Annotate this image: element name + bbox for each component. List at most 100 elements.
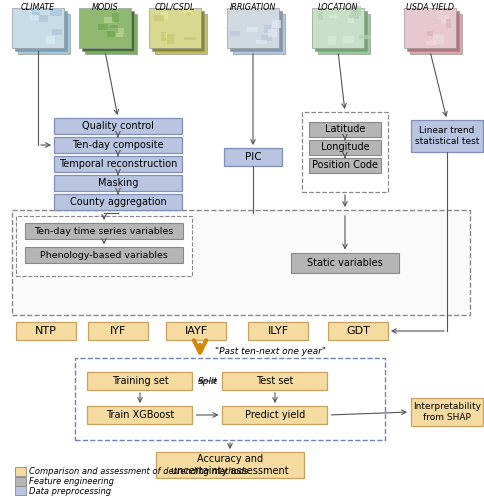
Text: Phenology-based variables: Phenology-based variables bbox=[40, 250, 167, 260]
Text: Train XGBoost: Train XGBoost bbox=[106, 410, 174, 420]
Bar bbox=[231, 33, 241, 36]
Text: Ten-day composite: Ten-day composite bbox=[72, 140, 164, 150]
Bar bbox=[85, 14, 136, 54]
Bar bbox=[308, 140, 380, 155]
Bar bbox=[50, 8, 61, 16]
Bar bbox=[84, 12, 92, 20]
Bar bbox=[161, 12, 167, 18]
Bar bbox=[437, 10, 441, 19]
Bar bbox=[318, 12, 323, 20]
Bar bbox=[247, 322, 307, 340]
Bar bbox=[439, 32, 445, 38]
Bar bbox=[224, 148, 281, 166]
Text: CLIMATE: CLIMATE bbox=[21, 3, 55, 12]
Bar bbox=[110, 25, 117, 28]
Bar bbox=[425, 41, 437, 44]
Text: USDA YIELD: USDA YIELD bbox=[405, 3, 453, 12]
Bar bbox=[227, 8, 278, 48]
Bar bbox=[15, 467, 26, 476]
Text: Feature engineering: Feature engineering bbox=[29, 478, 114, 486]
Bar bbox=[160, 33, 166, 38]
Bar bbox=[40, 38, 49, 46]
Bar bbox=[46, 36, 55, 44]
Bar bbox=[186, 12, 191, 16]
Bar bbox=[52, 29, 61, 34]
Bar bbox=[12, 210, 469, 315]
Bar bbox=[311, 8, 363, 48]
Bar bbox=[38, 24, 44, 32]
Bar bbox=[115, 33, 126, 38]
Bar bbox=[232, 14, 285, 54]
Bar bbox=[166, 322, 226, 340]
Bar bbox=[167, 34, 174, 44]
Bar bbox=[263, 25, 271, 33]
Bar bbox=[328, 15, 336, 18]
Bar bbox=[445, 19, 450, 28]
Bar bbox=[446, 12, 454, 22]
Bar bbox=[348, 18, 353, 22]
Bar bbox=[184, 16, 191, 24]
Bar bbox=[25, 247, 182, 263]
Text: Quality control: Quality control bbox=[82, 121, 153, 131]
Bar bbox=[122, 33, 131, 42]
Bar bbox=[104, 17, 114, 23]
Bar bbox=[16, 322, 76, 340]
Bar bbox=[151, 11, 204, 51]
Bar bbox=[90, 36, 98, 43]
Bar bbox=[440, 15, 448, 24]
Bar bbox=[107, 31, 115, 36]
Bar bbox=[12, 8, 64, 48]
Text: IRRIGATION: IRRIGATION bbox=[229, 3, 275, 12]
Text: Linear trend
statistical test: Linear trend statistical test bbox=[414, 126, 478, 146]
Text: CDL/CSDL: CDL/CSDL bbox=[154, 3, 195, 12]
Text: Static variables: Static variables bbox=[306, 258, 382, 268]
Bar bbox=[256, 40, 266, 44]
Text: Ten-day time series variables: Ten-day time series variables bbox=[34, 226, 173, 235]
Bar bbox=[54, 118, 182, 134]
Bar bbox=[18, 14, 70, 54]
Bar bbox=[308, 158, 380, 173]
Bar bbox=[32, 8, 39, 16]
Text: NTP: NTP bbox=[35, 326, 57, 336]
Bar bbox=[229, 11, 281, 51]
Bar bbox=[50, 38, 59, 42]
Text: County aggregation: County aggregation bbox=[70, 197, 166, 207]
Bar bbox=[54, 156, 182, 172]
Text: Temporal reconstruction: Temporal reconstruction bbox=[59, 159, 177, 169]
Text: Training set: Training set bbox=[111, 376, 168, 386]
Bar bbox=[437, 24, 446, 28]
Bar bbox=[251, 10, 262, 18]
Text: "Past ten-next one year": "Past ten-next one year" bbox=[214, 346, 325, 356]
Bar bbox=[174, 16, 185, 20]
Bar bbox=[419, 34, 427, 37]
Bar bbox=[160, 32, 166, 42]
Bar bbox=[426, 30, 432, 36]
Text: Interpretability
from SHAP: Interpretability from SHAP bbox=[412, 402, 480, 421]
Bar bbox=[410, 398, 482, 426]
Text: Split: Split bbox=[197, 376, 217, 386]
Text: Test set: Test set bbox=[256, 376, 293, 386]
Bar bbox=[75, 358, 384, 440]
Bar bbox=[79, 8, 131, 48]
Bar bbox=[271, 9, 277, 14]
Bar bbox=[332, 22, 338, 28]
Bar bbox=[82, 11, 134, 51]
Text: Latitude: Latitude bbox=[324, 124, 364, 134]
Text: Predict yield: Predict yield bbox=[244, 410, 304, 420]
Bar bbox=[87, 372, 192, 390]
Bar bbox=[432, 34, 443, 44]
Bar bbox=[328, 36, 335, 46]
Bar bbox=[15, 11, 67, 51]
Bar bbox=[183, 37, 196, 40]
Bar bbox=[117, 28, 123, 34]
Bar bbox=[344, 12, 352, 19]
Bar bbox=[302, 112, 387, 192]
Bar bbox=[434, 13, 441, 18]
Bar bbox=[158, 33, 164, 38]
Text: LOCATION: LOCATION bbox=[317, 3, 358, 12]
Bar bbox=[346, 26, 352, 32]
Bar bbox=[260, 36, 272, 41]
Bar bbox=[182, 30, 191, 37]
Bar bbox=[230, 31, 240, 36]
Bar bbox=[236, 30, 242, 36]
